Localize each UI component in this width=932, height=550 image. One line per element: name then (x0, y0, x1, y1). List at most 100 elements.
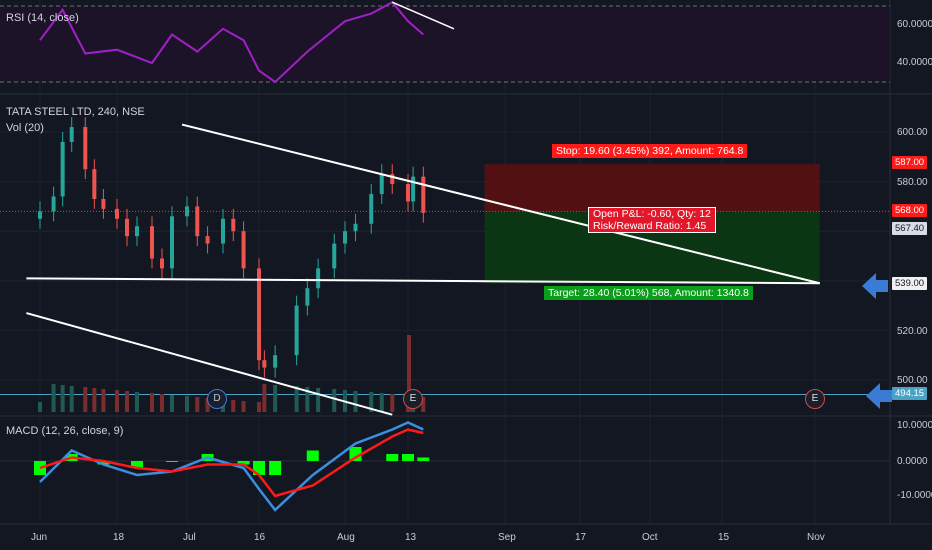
volume-bar (185, 396, 189, 412)
line-price-tag: 494.15 (892, 387, 928, 400)
candle-body (185, 206, 189, 217)
macd-histogram-bar (417, 457, 430, 461)
volume-bar (150, 393, 154, 412)
earnings-marker[interactable]: E (403, 389, 423, 409)
volume-bar (353, 391, 358, 412)
trendline (26, 277, 820, 285)
rsi-trendline (391, 1, 455, 30)
volume-bar (92, 388, 97, 412)
trendline (26, 312, 393, 416)
candle-body (273, 355, 278, 368)
stop-label[interactable]: Stop: 19.60 (3.45%) 392, Amount: 764.8 (552, 144, 748, 158)
time-tick-17: 17 (575, 532, 587, 543)
candle-body (51, 196, 56, 212)
volume-bar (69, 386, 74, 412)
volume-bar (390, 394, 395, 412)
target-price-tag: 539.00 (892, 277, 928, 290)
time-tick-15: 15 (718, 532, 730, 543)
candle-body (135, 226, 139, 237)
macd-histogram-bar (386, 454, 399, 461)
stop-zone (484, 164, 820, 212)
candle-body (101, 198, 106, 209)
volume-bar (231, 400, 236, 412)
volume-bar (305, 387, 310, 412)
candle-body (92, 169, 97, 199)
candle-body (60, 141, 65, 197)
volume-bar (273, 385, 278, 412)
price-tick-500: 500.00 (897, 375, 928, 386)
volume-bar (60, 385, 65, 412)
candle-body (353, 223, 358, 232)
time-tick-jun: Jun (31, 532, 48, 543)
pnl-box[interactable]: Open P&L: -0.60, Qty: 12 Risk/Reward Rat… (588, 207, 716, 233)
volume-bar (241, 401, 246, 412)
time-tick-16: 16 (254, 532, 266, 543)
last-price-tag: 567.40 (892, 222, 928, 235)
volume-bar (115, 390, 119, 412)
time-tick-18: 18 (113, 532, 125, 543)
price-tick-600: 600.00 (897, 127, 928, 138)
macd-histogram-bar (306, 450, 319, 461)
volume-bar (262, 384, 267, 412)
volume-bar (316, 388, 321, 412)
candle-body (221, 218, 225, 244)
volume-bar (160, 394, 164, 412)
arrow-left-icon (866, 383, 892, 409)
trendline (181, 123, 820, 285)
macd-histogram-bar (97, 461, 110, 465)
rsi-tick-60: 60.0000 (897, 19, 932, 30)
target-label[interactable]: Target: 28.40 (5.01%) 568, Amount: 1340.… (544, 286, 753, 300)
candle-body (262, 360, 267, 368)
candle-body (305, 288, 310, 306)
rsi-band (0, 6, 890, 82)
macd-histogram-bar (237, 461, 250, 465)
macd-histogram-bar (349, 447, 362, 461)
volume-bar (332, 389, 337, 412)
candle-body (38, 211, 42, 219)
volume-bar (125, 391, 129, 412)
volume-bar (379, 393, 384, 412)
candle-body (160, 258, 164, 269)
entry-price-tag: 568.00 (892, 204, 928, 217)
volume-bar (51, 384, 56, 412)
candle-body (69, 127, 74, 142)
volume-bar (170, 395, 174, 412)
candle-body (379, 174, 384, 194)
candle-body (343, 231, 347, 244)
macd-histogram-bar (131, 461, 143, 468)
rsi-tick-40: 40.0000 (897, 57, 932, 68)
macd-tick-10: 10.0000 (897, 420, 932, 431)
dividend-marker[interactable]: D (207, 389, 227, 409)
candle-body (369, 194, 374, 224)
candle-body (205, 236, 210, 244)
time-tick-nov: Nov (807, 532, 825, 543)
arrow-left-icon (862, 273, 888, 299)
volume-bar (101, 389, 106, 412)
time-tick-oct: Oct (642, 532, 658, 543)
candle-body (241, 231, 246, 269)
risk-reward-label: Risk/Reward Ratio: 1.45 (593, 220, 707, 232)
earnings-marker-future[interactable]: E (805, 389, 825, 409)
volume-bar (195, 397, 200, 412)
symbol-title: TATA STEEL LTD, 240, NSE (6, 106, 145, 118)
volume-bar (257, 402, 261, 412)
candle-body (411, 176, 416, 202)
volume-bar (135, 392, 139, 412)
candle-body (421, 176, 426, 213)
candle-body (125, 218, 129, 237)
macd-histogram-bar (402, 454, 414, 461)
time-tick-aug: Aug (337, 532, 355, 543)
volume-title: Vol (20) (6, 122, 44, 134)
volume-bar (407, 335, 411, 412)
price-tick-580: 580.00 (897, 177, 928, 188)
rsi-title: RSI (14, close) (6, 12, 79, 24)
macd-tick-0: 0.0000 (897, 456, 928, 467)
candle-body (406, 184, 410, 202)
candle-body (195, 206, 200, 237)
candle-body (170, 216, 174, 269)
time-tick-jul: Jul (183, 532, 196, 543)
stop-price-tag: 587.00 (892, 156, 928, 169)
macd-tick-neg10: -10.0000 (897, 490, 932, 501)
candle-body (316, 268, 321, 289)
